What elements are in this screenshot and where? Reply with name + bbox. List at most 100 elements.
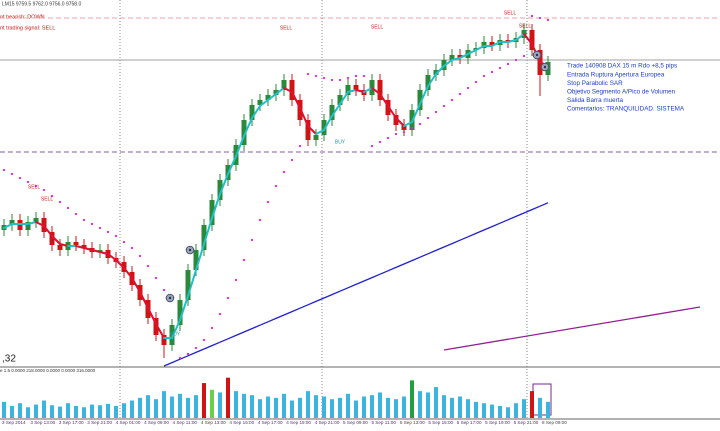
x-tick-label: 3 Sep 13:00 — [30, 420, 55, 425]
volume-bar — [18, 403, 22, 418]
x-tick-label: 8 Sep 09:00 — [542, 420, 567, 425]
trade-note: Comentarios: TRANQUILIDAD. SISTEMA — [567, 106, 685, 113]
trend-line-segment — [507, 39, 517, 43]
sar-dot — [74, 212, 78, 216]
sar-dot — [218, 312, 222, 316]
trend-line-segment — [43, 225, 53, 237]
trade-note: Objetivo Segmento A/Pico de Volumen — [567, 88, 676, 95]
trend-line-segment — [211, 193, 221, 219]
volume-bar — [234, 391, 238, 418]
candle-body — [33, 218, 39, 222]
sar-dot — [442, 104, 446, 108]
trend-line-segment — [27, 221, 37, 225]
x-tick-label: 5 Sep 13:00 — [400, 420, 425, 425]
candle-body — [329, 105, 335, 120]
trend-line-segment — [51, 235, 61, 245]
trend-line-segment — [235, 135, 245, 157]
sar-dot — [402, 130, 406, 134]
sar-dot — [426, 116, 430, 120]
candle-body — [313, 135, 319, 140]
trend-line-segment — [59, 243, 69, 247]
candle-body — [417, 90, 423, 110]
sar-dot — [354, 74, 358, 78]
sar-dot — [418, 122, 422, 126]
trend-line-segment — [459, 53, 469, 59]
sar-dot — [474, 80, 478, 84]
candle-body — [81, 245, 87, 248]
trend-line-segment — [275, 87, 285, 95]
signal-label: BUY — [170, 331, 181, 337]
volume-bar — [258, 399, 262, 418]
volume-bar — [34, 404, 38, 418]
candle-body — [169, 325, 175, 345]
candle-body — [241, 120, 247, 145]
trend-line-segment — [323, 115, 333, 131]
trend-line-segment — [259, 99, 269, 107]
sar-dot — [50, 194, 54, 198]
ma-long-line — [443, 306, 701, 351]
trend-line-segment — [267, 93, 277, 101]
sar-dot — [210, 326, 214, 330]
volume-bar — [362, 396, 366, 418]
trend-line-segment — [155, 323, 165, 339]
trend-line-segment — [195, 243, 205, 271]
sar-dot — [362, 74, 366, 78]
x-tick-label: 5 Sep 21:00 — [514, 420, 539, 425]
candle-body — [153, 318, 159, 335]
trend-line-segment — [299, 107, 309, 127]
sar-dot — [66, 206, 70, 210]
trend-line-segment — [187, 269, 197, 297]
trend-line-segment — [435, 65, 445, 75]
trend-line-segment — [35, 221, 45, 227]
volume-header: e 1.5 0.0000 218.0000 0.0000 0.0000 316.… — [0, 368, 96, 373]
signal-label: SELL — [371, 24, 383, 30]
candle-body — [353, 85, 359, 90]
sar-dot — [114, 234, 118, 238]
x-tick-label: 4 Sep 01:00 — [116, 420, 141, 425]
sar-dot — [314, 74, 318, 78]
volume-bar — [314, 395, 318, 418]
status-line: nt bearish: DOWN — [0, 14, 45, 20]
volume-bar — [418, 391, 422, 418]
signal-label: SELL — [504, 10, 516, 16]
sar-dot — [378, 140, 382, 144]
sar-dot — [538, 16, 542, 20]
sar-dot — [154, 276, 158, 280]
candle-body — [209, 200, 215, 225]
volume-bar — [178, 393, 182, 418]
volume-bar — [330, 399, 334, 418]
trend-line-segment — [83, 247, 93, 251]
x-tick-label: 4 Sep 13:00 — [201, 420, 226, 425]
trend-line-segment — [283, 87, 293, 93]
sar-dot — [498, 66, 502, 70]
signal-label: SELL — [519, 23, 531, 29]
trade-note: Trade 140908 DAX 15 m Rdo +8,5 pips — [567, 63, 677, 70]
volume-bar — [474, 401, 478, 418]
sar-dot — [458, 92, 462, 96]
volume-bar — [546, 401, 550, 418]
trend-line-segment — [403, 121, 413, 127]
volume-bar — [250, 395, 254, 418]
sar-dot — [58, 200, 62, 204]
volume-bar — [514, 403, 518, 418]
volume-bar — [2, 401, 6, 418]
trend-line-segment — [523, 33, 533, 45]
candle-body — [337, 95, 343, 105]
trend-line-segment — [139, 291, 149, 309]
volume-bar — [50, 405, 54, 418]
volume-bar — [290, 400, 294, 418]
volume-bar — [10, 405, 14, 418]
x-tick-label: 4 Sep 17:00 — [258, 420, 283, 425]
x-tick-label: 4 Sep 11:00 — [173, 420, 198, 425]
trend-line-segment — [371, 87, 381, 95]
volume-bar — [490, 404, 494, 418]
trade-note: Salida Barra muerta — [567, 97, 623, 104]
candle-body — [249, 105, 255, 120]
sar-dot — [386, 136, 390, 140]
trend-line-segment — [203, 217, 213, 245]
volume-bar — [122, 403, 126, 418]
trend-line-segment — [387, 105, 397, 119]
sar-dot — [530, 14, 534, 18]
trend-line-segment — [315, 129, 325, 135]
trend-line-segment — [107, 253, 117, 261]
